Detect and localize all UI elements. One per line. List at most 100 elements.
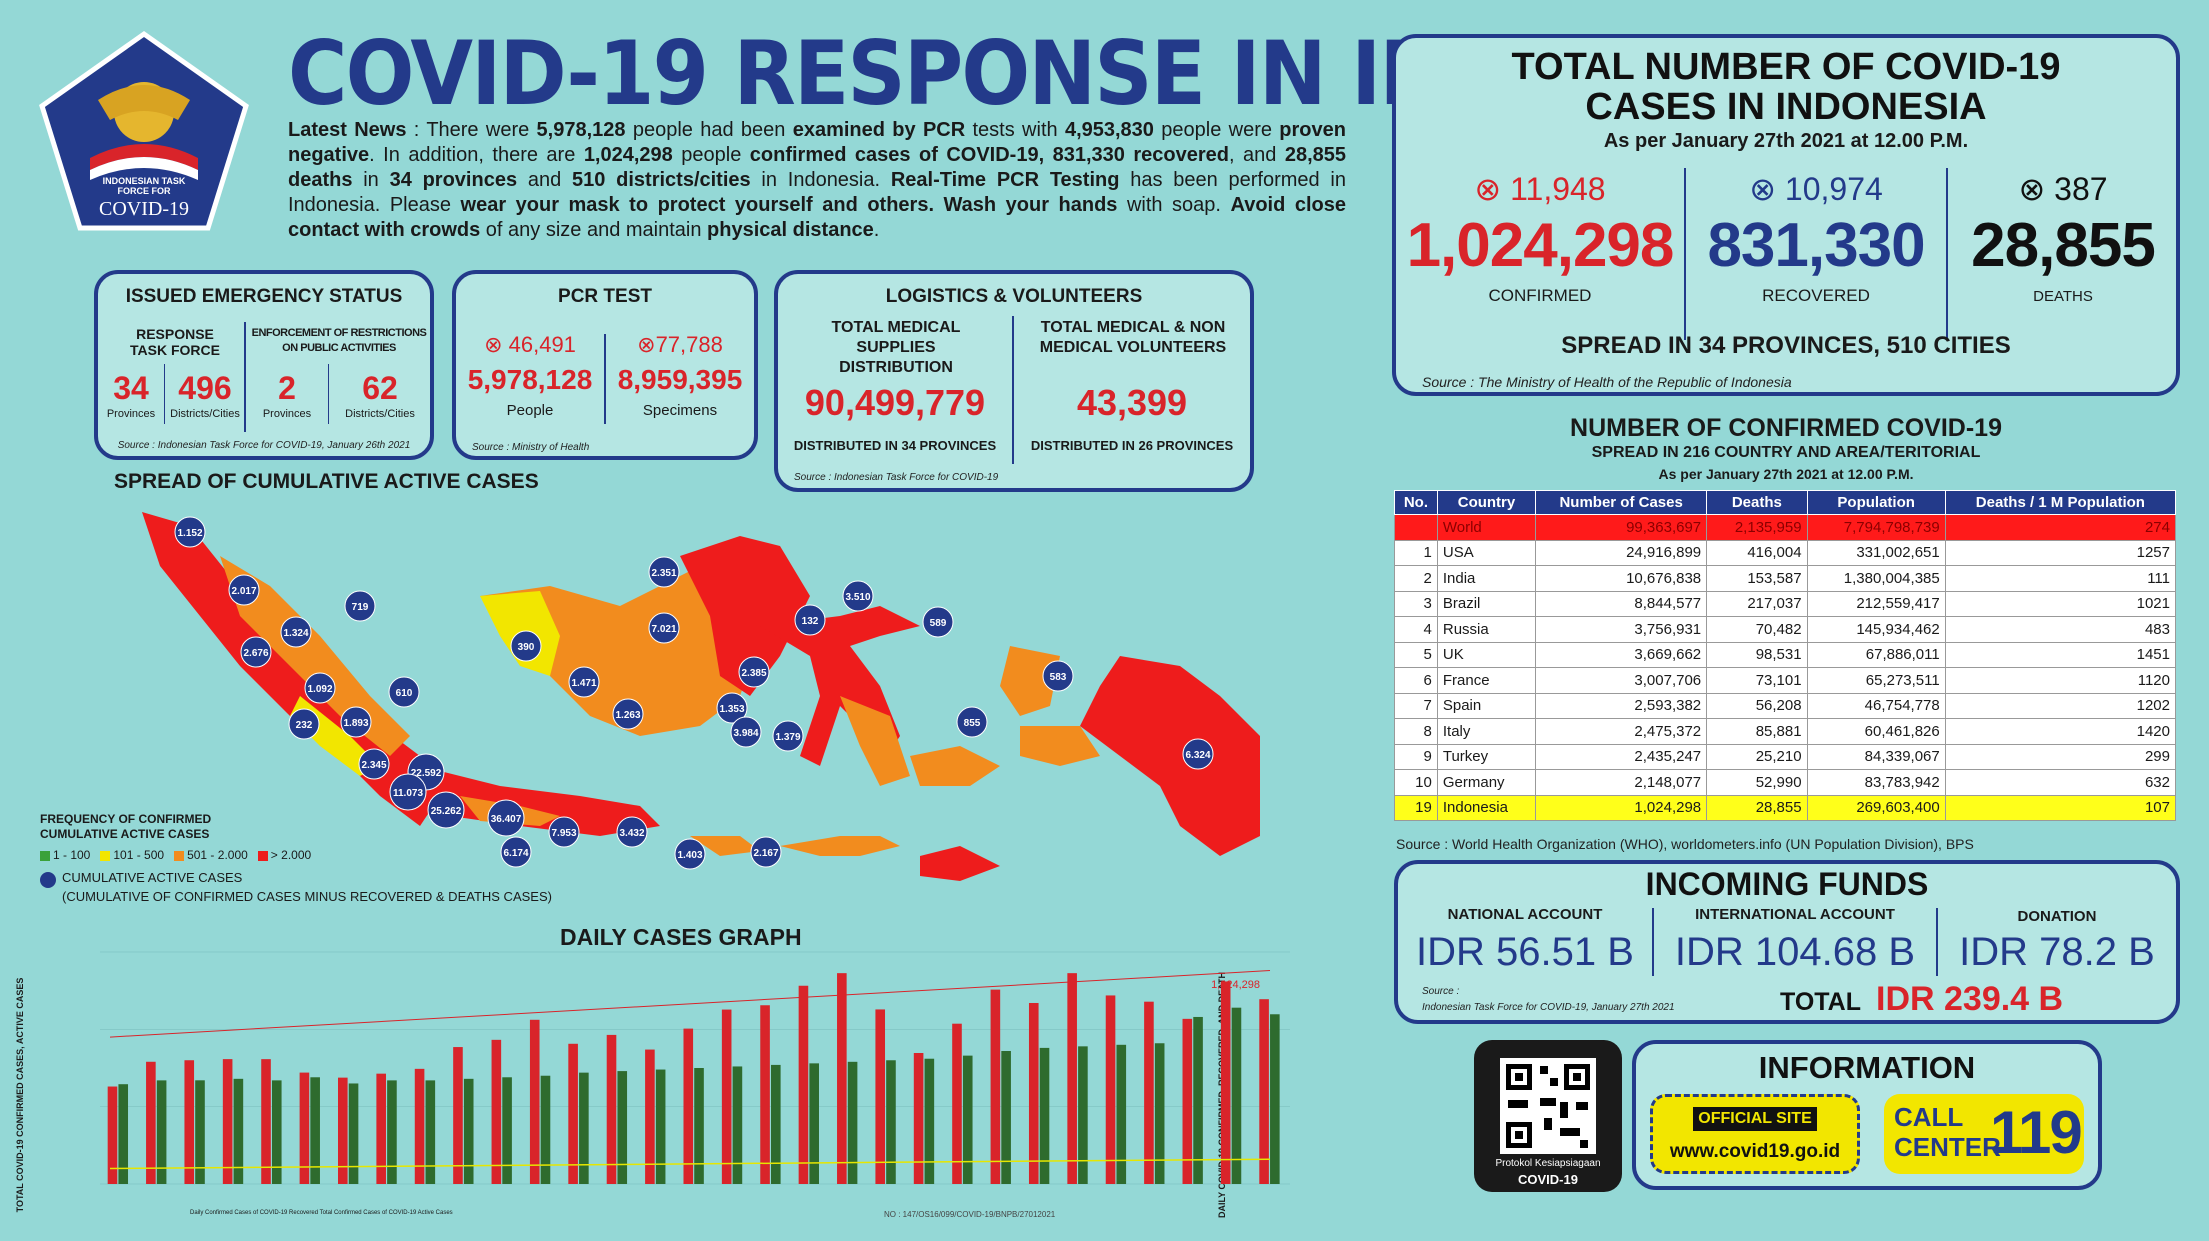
stat-label: Districts/Cities bbox=[170, 408, 240, 420]
map-bubble bbox=[616, 816, 648, 848]
map-bubble bbox=[842, 580, 874, 612]
map-bubble bbox=[174, 516, 206, 548]
confirmed-bar bbox=[837, 973, 847, 1184]
graph-title: DAILY CASES GRAPH bbox=[560, 924, 802, 950]
table-cell: 1420 bbox=[1944, 718, 2177, 745]
totals-panel: TOTAL NUMBER OF COVID-19 CASES IN INDONE… bbox=[1392, 34, 2180, 396]
table-cell: 153,587 bbox=[1706, 565, 1808, 592]
map-bubble-label: 2.385 bbox=[741, 668, 766, 679]
confirmed-bar bbox=[1067, 973, 1077, 1184]
table-row: 3 Brazil 8,844,577 217,037 212,559,417 1021 bbox=[1394, 590, 2177, 617]
table-row: 4 Russia 3,756,931 70,482 145,934,462 483 bbox=[1394, 616, 2177, 643]
table-cell: 67,886,011 bbox=[1806, 641, 1946, 668]
confirmed-bar bbox=[875, 1009, 886, 1184]
stat-label: DEATHS bbox=[2033, 288, 2093, 305]
confirmed-bar bbox=[1144, 1001, 1154, 1184]
column-header: Country bbox=[1436, 490, 1537, 515]
legend-title: CUMULATIVE ACTIVE CASES bbox=[40, 827, 210, 841]
table-row: 19 Indonesia 1,024,298 28,855 269,603,400 107 bbox=[1394, 794, 2177, 821]
table-cell: Turkey bbox=[1436, 743, 1537, 770]
site-label: OFFICIAL SITE bbox=[1693, 1107, 1817, 1131]
confirmed-bar bbox=[299, 1072, 310, 1184]
pcr-test-panel: PCR TEST ⊗ 46,491 ⊗77,788 5,978,128 8,95… bbox=[452, 270, 758, 460]
news-segment: examined by PCR bbox=[792, 119, 966, 141]
table-row: 9 Turkey 2,435,247 25,210 84,339,067 299 bbox=[1394, 743, 2177, 770]
confirmed-bar bbox=[913, 1052, 924, 1184]
map-bubble-label: 1.092 bbox=[307, 684, 332, 695]
col-header: TOTAL MEDICAL SUPPLIES DISTRIBUTION bbox=[831, 319, 961, 376]
call-number[interactable]: 119 bbox=[1990, 1099, 2083, 1166]
table-cell: 5 bbox=[1394, 641, 1438, 668]
stat-label: Provinces bbox=[106, 408, 156, 420]
table-cell: 269,603,400 bbox=[1806, 794, 1946, 821]
qr-caption: COVID-19 bbox=[1518, 1172, 1578, 1187]
news-segment: in bbox=[352, 169, 390, 191]
legend-item: 101 - 500 bbox=[100, 848, 164, 862]
confirmed-bar bbox=[606, 1034, 617, 1184]
map-bubble bbox=[344, 590, 376, 622]
table-row: 7 Spain 2,593,382 56,208 46,754,778 1202 bbox=[1394, 692, 2177, 719]
stat-value: 496 bbox=[178, 370, 232, 406]
call-center-button[interactable]: CALL CENTER 119 bbox=[1884, 1094, 2084, 1174]
table-cell: India bbox=[1436, 565, 1537, 592]
table-cell: 1202 bbox=[1944, 692, 2177, 719]
confirmed-bar bbox=[1028, 1002, 1039, 1184]
fund-value: IDR 78.2 B bbox=[1959, 930, 2155, 974]
news-segment: confirmed cases of COVID-19, 831,330 rec… bbox=[749, 144, 1229, 166]
recovered-bar bbox=[847, 1061, 858, 1184]
map-bubble-label: 1.893 bbox=[343, 718, 368, 729]
table-cell bbox=[1394, 514, 1438, 541]
map-bubble-label: 7.021 bbox=[651, 624, 676, 635]
legend-title: FREQUENCY OF CONFIRMED bbox=[40, 812, 212, 826]
map-bubble bbox=[794, 604, 826, 636]
map-bubble-label: 3.432 bbox=[619, 828, 644, 839]
up-arrow-icon: ⊗ bbox=[484, 332, 509, 357]
legend-item: > 2.000 bbox=[257, 848, 311, 862]
map-bubble-label: 2.017 bbox=[231, 586, 256, 597]
fund-value: IDR 56.51 B bbox=[1416, 930, 1634, 974]
map-bubble bbox=[228, 574, 260, 606]
recovered-bar bbox=[579, 1072, 589, 1184]
dot-label: CUMULATIVE ACTIVE CASES bbox=[62, 870, 243, 885]
official-site-button[interactable]: OFFICIAL SITE www.covid19.go.id bbox=[1650, 1094, 1860, 1174]
site-url[interactable]: www.covid19.go.id bbox=[1669, 1141, 1841, 1162]
news-segment: . bbox=[873, 219, 880, 241]
table-cell: 85,881 bbox=[1706, 718, 1808, 745]
footer-code: NO : 147/OS16/099/COVID-19/BNPB/27012021 bbox=[884, 1210, 1056, 1219]
table-cell: 2 bbox=[1394, 565, 1438, 592]
confirmed-bar bbox=[414, 1068, 425, 1184]
map-bubble bbox=[340, 706, 372, 738]
recovered-value: 831,330 bbox=[1707, 211, 1925, 280]
funds-panel: INCOMING FUNDS NATIONAL ACCOUNT INTERNAT… bbox=[1394, 860, 2180, 1024]
col-header: DONATION bbox=[2017, 908, 2097, 925]
map-bubble-label: 610 bbox=[396, 688, 413, 699]
recovered-bar bbox=[1154, 1043, 1165, 1184]
recovered-bar bbox=[348, 1083, 359, 1184]
table-cell: 83,783,942 bbox=[1806, 769, 1946, 796]
table-cell: 145,934,462 bbox=[1806, 616, 1946, 643]
confirmed-bar bbox=[146, 1061, 156, 1184]
news-segment: , and bbox=[1228, 144, 1285, 166]
legend-label: 1 - 100 bbox=[53, 848, 91, 862]
table-cell: 7,794,798,739 bbox=[1806, 514, 1946, 541]
logistics-panel: LOGISTICS & VOLUNTEERS TOTAL MEDICAL SUP… bbox=[774, 270, 1254, 492]
map-bubble-label: 1.471 bbox=[571, 678, 596, 689]
news-segment: with soap. bbox=[1117, 194, 1231, 216]
recovered-bar bbox=[271, 1080, 282, 1184]
table-cell: Brazil bbox=[1436, 590, 1537, 617]
task-force-logo bbox=[38, 30, 250, 232]
logo-text: INDONESIAN TASK bbox=[102, 176, 186, 186]
inc-value: ⊗ 46,491 bbox=[456, 332, 604, 358]
table-cell: 111 bbox=[1944, 565, 2177, 592]
confirmed-bar bbox=[1182, 1018, 1193, 1184]
recovered-bar bbox=[809, 1063, 819, 1184]
map-bubble bbox=[388, 676, 420, 708]
map-bubble bbox=[358, 748, 390, 780]
recovered-bar bbox=[771, 1064, 781, 1184]
legend-swatch bbox=[257, 850, 268, 861]
qr-code-card[interactable]: Protokol Kesiapsiagaan COVID-19 bbox=[1474, 1040, 1622, 1192]
recovered-bar bbox=[1116, 1044, 1127, 1184]
column-header: No. bbox=[1394, 490, 1438, 515]
daily-cases-chart: 1,024,298 bbox=[100, 951, 1290, 1185]
confirmed-value: 1,024,298 bbox=[1406, 211, 1675, 280]
